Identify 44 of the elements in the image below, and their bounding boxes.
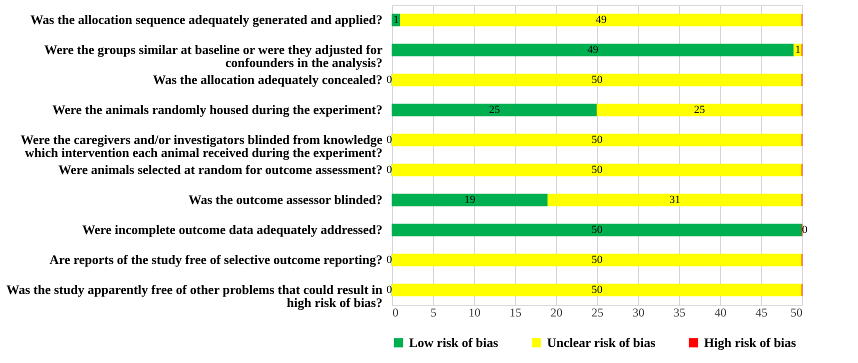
x-tick-label: 40 [714, 306, 726, 320]
data-label: 49 [587, 44, 599, 56]
data-label: 50 [592, 284, 603, 296]
data-label: 31 [669, 194, 680, 206]
x-tick-label: 25 [592, 306, 604, 320]
data-label: 50 [592, 254, 603, 266]
data-label: 50 [592, 74, 603, 86]
y-tick-label: Were the groups similar at baseline or were they adjusted for confounders in the analysis? [44, 42, 383, 70]
x-tick-label: 10 [468, 306, 480, 320]
legend-label: Unclear risk of bias [547, 334, 656, 350]
x-tick-label: 20 [550, 306, 562, 320]
legend-label: High risk of bias [704, 334, 796, 350]
data-label: 0 [386, 254, 392, 266]
x-tick-label: 50 [790, 306, 802, 320]
data-label: 50 [592, 164, 603, 176]
y-tick-label: Were animals selected at random for outcome assessment? [58, 162, 382, 177]
x-tick-label: 0 [392, 306, 398, 320]
x-tick-label: 35 [674, 306, 686, 320]
data-label: 25 [694, 104, 706, 116]
x-tick-label: 15 [510, 306, 522, 320]
data-label: 1 [393, 14, 399, 26]
x-tick-label: 5 [430, 306, 436, 320]
y-tick-label: Was the allocation adequately concealed? [152, 72, 382, 87]
data-label: 49 [596, 14, 608, 26]
y-tick-label: Was the outcome assessor blinded? [188, 192, 382, 207]
x-tick-label: 45 [756, 306, 768, 320]
y-tick-label: Was the study apparently free of other problems that could result in high risk of bias? [6, 282, 384, 310]
y-tick-label: Were incomplete outcome data adequately addressed? [82, 222, 382, 237]
x-tick-label: 30 [632, 306, 644, 320]
y-tick-label: Were the caregivers and/or investigators blinded from knowledge which intervention each animal received during the experiment? [20, 132, 383, 160]
y-tick-label: Was the allocation sequence adequately generated and applied? [30, 12, 382, 27]
y-tick-label: Were the animals randomly housed during the experiment? [52, 102, 382, 117]
data-label: 0 [386, 134, 392, 146]
data-label: 19 [464, 194, 476, 206]
data-label: 0 [386, 164, 392, 176]
data-label: 0 [802, 224, 808, 236]
data-label: 1 [795, 44, 801, 56]
data-label: 50 [592, 224, 603, 236]
data-label: 0 [386, 74, 392, 86]
legend-label: Low risk of bias [409, 334, 498, 350]
data-label: 50 [592, 134, 603, 146]
data-label: 25 [489, 104, 500, 116]
data-label: 0 [386, 284, 392, 296]
y-tick-label: Are reports of the study free of selective outcome reporting? [50, 252, 382, 267]
